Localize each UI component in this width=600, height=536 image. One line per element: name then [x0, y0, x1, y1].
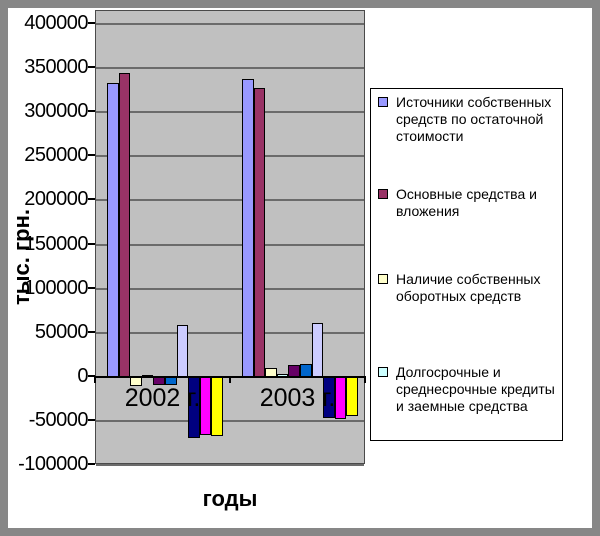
legend-entry: Наличие собственных оборотных средств [378, 271, 558, 305]
y-axis-tick-label: 50000 [34, 320, 89, 343]
y-axis-tick-mark [88, 418, 95, 421]
y-axis-tick-label: 300000 [24, 100, 88, 123]
y-axis-tick-label: 0 [77, 364, 88, 387]
gridline [96, 155, 364, 158]
gridline [96, 243, 364, 246]
legend-swatch [378, 97, 388, 107]
gridline [96, 111, 364, 114]
chart-area: тыс. грн. 400000 350000 300000 250000 200000… [8, 8, 592, 528]
bar-series2-2002 [118, 73, 131, 377]
bar-series6-2003 [300, 363, 312, 377]
bar-series1-2003 [242, 78, 254, 377]
legend: Источники собственных средств по остаточ… [370, 88, 563, 441]
y-axis-tick-mark [88, 374, 95, 377]
legend-label: Источники собственных средств по остаточ… [396, 94, 552, 144]
y-axis-tick-mark [88, 330, 95, 333]
x-axis-tick-mark [229, 375, 231, 383]
legend-entry: Основные средства и вложения [378, 186, 558, 220]
y-axis-tick-mark [88, 198, 95, 201]
y-axis-tick-label: 100000 [24, 276, 88, 299]
legend-entry: Источники собственных средств по остаточ… [378, 94, 558, 145]
bar-series2-2003 [253, 87, 266, 377]
legend-entry: Долгосрочные и среднесрочные кредиты и з… [378, 364, 558, 415]
gridline [96, 287, 364, 290]
gridline [96, 67, 364, 70]
category-label: 2002 г. [124, 383, 201, 412]
y-axis-tick-label: 200000 [24, 188, 88, 211]
legend-swatch [378, 367, 388, 377]
bar-series7-2002 [176, 324, 189, 377]
y-axis-tick-mark [88, 463, 95, 465]
y-axis-tick-mark [88, 110, 95, 113]
y-axis-tick-mark [88, 286, 95, 289]
gridline [96, 199, 364, 202]
x-axis-title: годы [202, 486, 258, 511]
y-axis-tick-mark [88, 242, 95, 245]
y-axis-tick-label: 400000 [24, 12, 88, 34]
legend-label: Долгосрочные и среднесрочные кредиты и з… [396, 364, 555, 414]
y-axis-tick-label: 250000 [24, 144, 88, 167]
y-axis-tick-label: 150000 [24, 232, 88, 255]
legend-swatch [378, 189, 388, 199]
gridline [96, 23, 364, 25]
x-axis-tick-mark [364, 375, 366, 383]
y-axis-tick-label: 350000 [24, 56, 88, 79]
bar-series7-2003 [311, 322, 324, 377]
bar-series1-2002 [107, 83, 119, 377]
y-axis-tick-label: -50000 [28, 408, 89, 431]
gridline [96, 331, 364, 334]
gridline [96, 419, 364, 422]
legend-label: Основные средства и вложения [396, 186, 537, 219]
legend-swatch [378, 274, 388, 284]
plot-area [95, 10, 365, 466]
legend-label: Наличие собственных оборотных средств [396, 271, 541, 304]
gridline [96, 464, 364, 466]
y-axis-tick-mark [88, 154, 95, 157]
x-axis-tick-mark [94, 375, 96, 383]
y-axis-tick-label: -100000 [18, 453, 88, 475]
y-axis-tick-mark [88, 66, 95, 69]
y-axis-tick-mark [88, 22, 95, 24]
category-label: 2003 г. [259, 383, 336, 412]
